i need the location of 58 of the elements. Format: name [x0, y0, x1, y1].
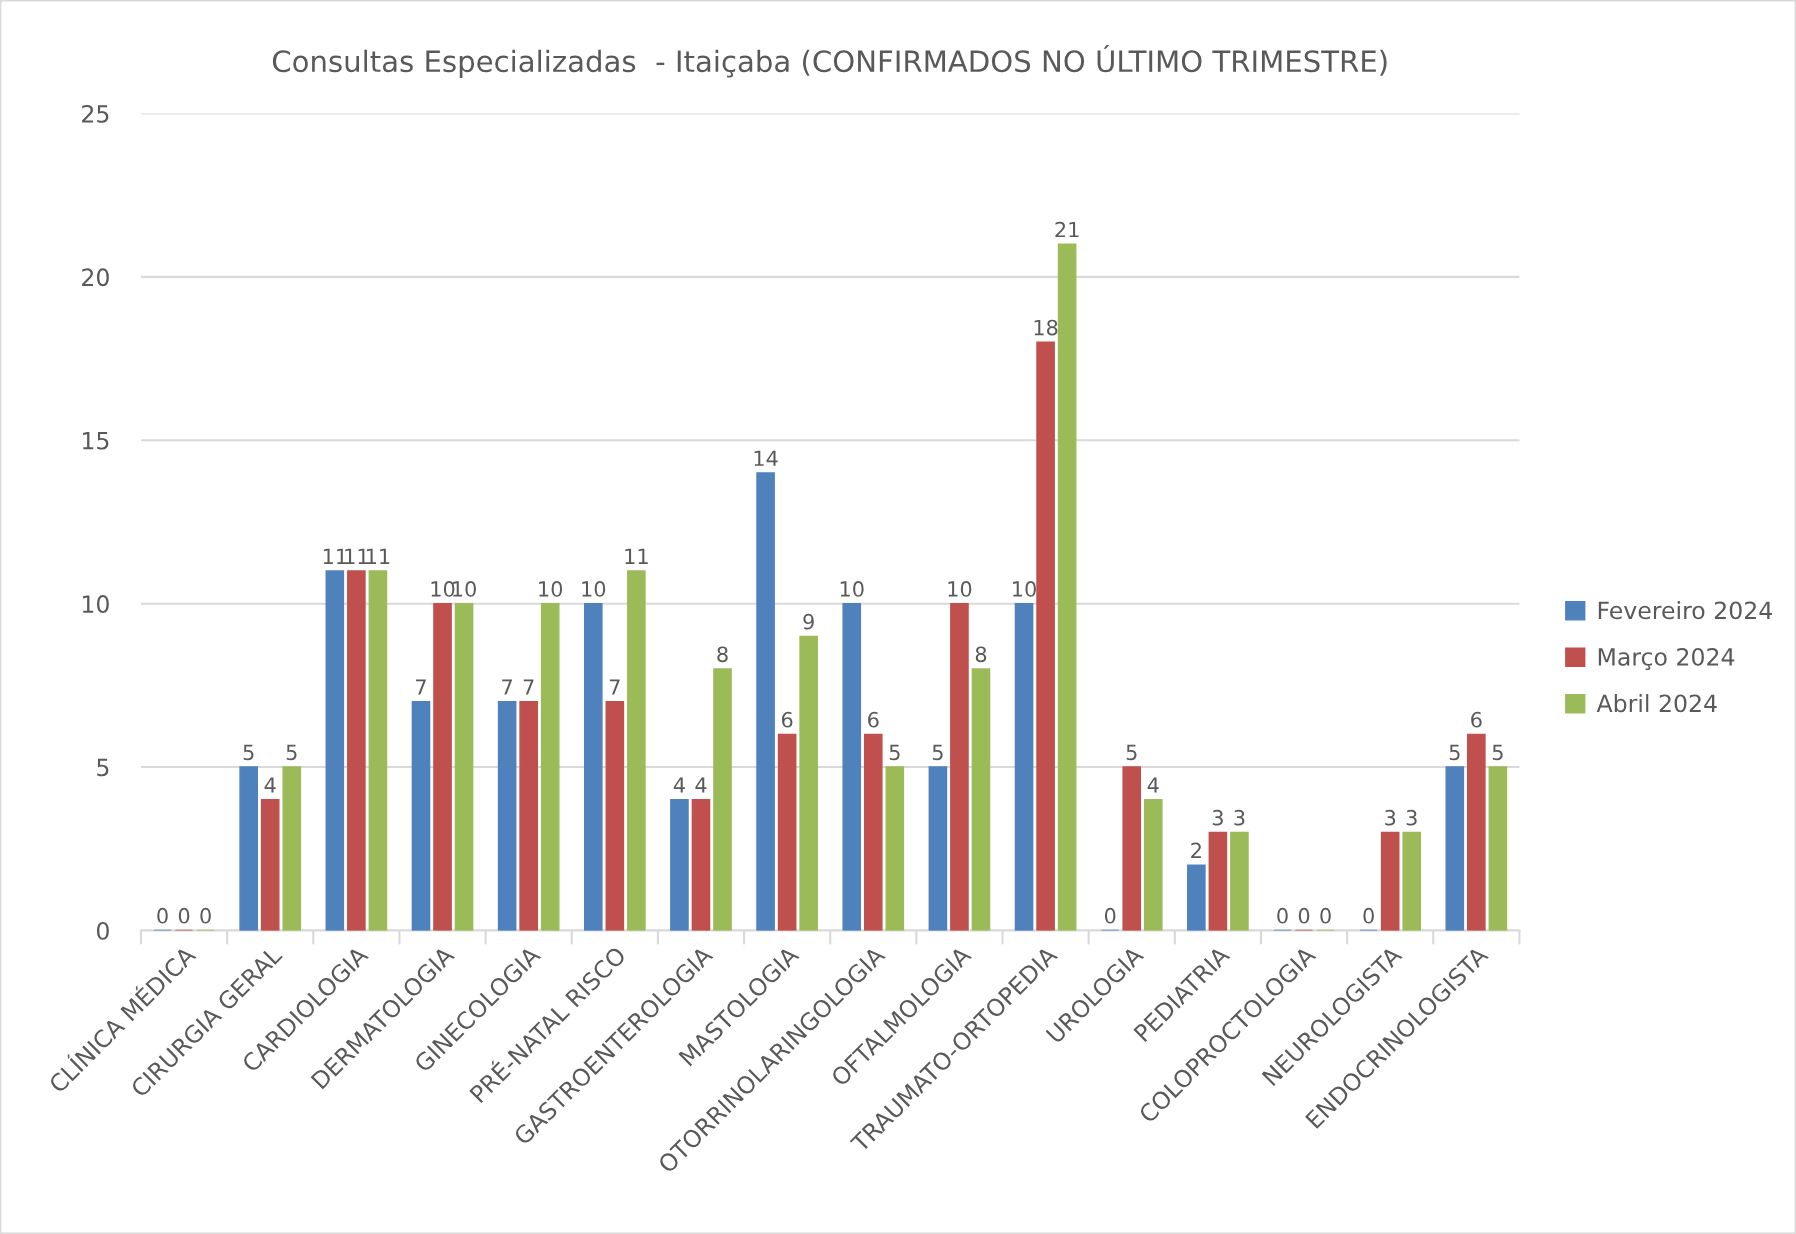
- data-label: 7: [523, 679, 534, 695]
- data-label: 6: [781, 711, 793, 728]
- data-label: 9: [803, 613, 814, 630]
- y-tick-label: 15: [82, 432, 109, 450]
- data-label: 7: [502, 679, 512, 695]
- data-label: 2: [1191, 842, 1201, 858]
- data-label: 10: [539, 581, 563, 597]
- data-label: 5: [932, 744, 943, 761]
- data-label: 3: [1385, 809, 1396, 826]
- y-tick-label: 20: [82, 268, 109, 287]
- data-label: 5: [1126, 744, 1137, 761]
- y-tick-label: 5: [97, 758, 109, 777]
- data-label: 7: [609, 679, 620, 695]
- legend-label: Fevereiro 2024: [1598, 601, 1772, 620]
- data-label: 11: [345, 548, 368, 564]
- chart-title: Consultas Especializadas - Itaiçaba (CONFIRMADOS NO ÚLTIMO TRIMESTRE): [272, 44, 1387, 78]
- legend-label: Março 2024: [1598, 647, 1735, 671]
- legend-label: Abril 2024: [1596, 693, 1717, 713]
- data-label: 11: [625, 548, 648, 564]
- y-tick-label: 25: [82, 104, 109, 123]
- data-label: 7: [416, 679, 426, 695]
- data-label: 5: [1492, 744, 1503, 761]
- data-label: 0: [1298, 907, 1310, 924]
- data-label: 6: [1471, 711, 1482, 728]
- data-label: 5: [1449, 744, 1460, 761]
- data-label: 8: [975, 646, 987, 663]
- data-label: 0: [157, 907, 168, 924]
- data-label: 4: [695, 777, 707, 793]
- data-label: 11: [323, 548, 347, 564]
- data-label: 10: [1013, 581, 1036, 597]
- data-label: 8: [717, 646, 728, 663]
- data-label: 0: [1104, 907, 1116, 924]
- data-label: 4: [673, 777, 685, 793]
- data-label: 10: [453, 581, 476, 597]
- data-label: 5: [286, 744, 297, 761]
- data-label: 3: [1212, 809, 1223, 826]
- y-tick-label: 0: [96, 921, 109, 940]
- data-label: 4: [264, 777, 276, 793]
- data-label: 6: [868, 711, 879, 728]
- data-label: 3: [1234, 809, 1245, 826]
- data-label: 0: [1320, 907, 1331, 924]
- data-label: 21: [1055, 221, 1079, 238]
- data-label: 0: [1363, 907, 1374, 924]
- data-label: 14: [754, 450, 778, 466]
- data-label: 3: [1406, 809, 1417, 826]
- data-label: 5: [889, 744, 900, 761]
- data-label: 0: [1277, 907, 1288, 924]
- data-label: 4: [1147, 777, 1159, 793]
- data-label: 11: [366, 548, 390, 564]
- data-label: 10: [582, 581, 606, 597]
- data-label: 0: [178, 907, 190, 924]
- y-tick-label: 10: [82, 595, 109, 613]
- data-label: 5: [243, 744, 254, 761]
- data-label: 10: [948, 581, 972, 597]
- data-label: 18: [1034, 319, 1058, 336]
- data-label: 10: [431, 581, 455, 597]
- data-label: 10: [840, 581, 864, 597]
- data-label: 0: [200, 907, 211, 924]
